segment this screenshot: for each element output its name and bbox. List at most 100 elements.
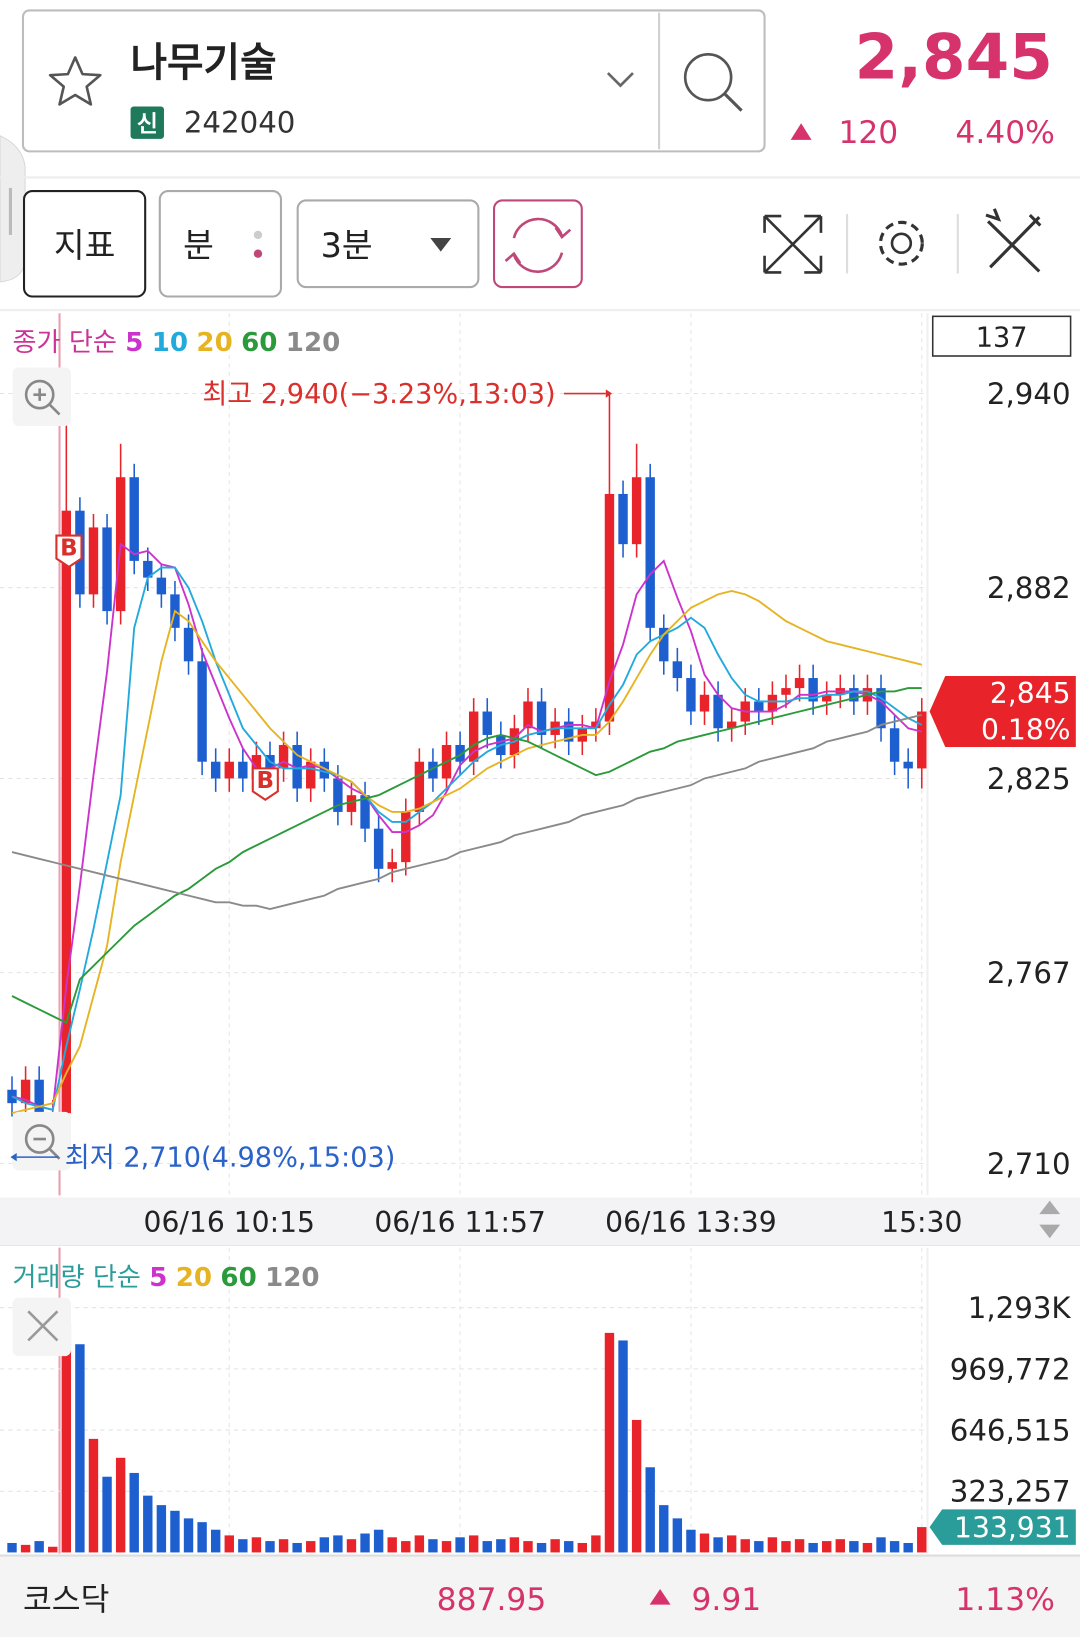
up-arrow	[790, 123, 812, 140]
up-arrow	[649, 1588, 671, 1605]
volume-bar	[618, 1340, 628, 1553]
candle-body	[360, 795, 370, 829]
volume-bar	[903, 1542, 913, 1553]
candle-body	[686, 678, 696, 712]
volume-bar	[631, 1419, 642, 1553]
volume-bar	[48, 1546, 58, 1553]
arrow-head	[10, 1152, 17, 1162]
badge-text: 신	[137, 112, 158, 138]
minute-button[interactable]	[158, 190, 283, 298]
indicator-label: 지표	[54, 226, 115, 265]
candle-body	[468, 711, 479, 762]
volume-bar	[740, 1539, 750, 1553]
interval-label: 3분	[321, 226, 373, 265]
candle-body	[455, 744, 465, 762]
refresh-button[interactable]	[492, 199, 583, 289]
volume-bar	[143, 1495, 153, 1553]
candle-body	[849, 688, 859, 702]
legend-item: 20	[196, 328, 232, 358]
legend-item: 120	[286, 328, 340, 358]
volume-bar	[876, 1537, 886, 1553]
volume-bar	[754, 1541, 764, 1553]
scroll-down[interactable]	[1039, 1224, 1061, 1239]
volume-bar	[536, 1542, 547, 1553]
search-box[interactable]	[21, 9, 766, 153]
minute-label: 분	[183, 226, 214, 265]
expand-icon[interactable]	[763, 214, 823, 274]
volume-bar	[468, 1535, 479, 1553]
volume-bar	[224, 1535, 234, 1553]
volume-bar	[346, 1539, 357, 1553]
refresh-icon	[512, 217, 564, 273]
interval-select[interactable]	[296, 199, 480, 289]
volume-bar	[170, 1510, 180, 1553]
candle-body	[210, 761, 221, 779]
y-tick-label: 323,257	[950, 1475, 1071, 1509]
volume-bar	[20, 1544, 31, 1553]
stock-name: 나무기술	[131, 40, 277, 86]
price-change: 120	[838, 115, 898, 151]
ma-line	[11, 542, 922, 1111]
refresh-arrow	[504, 251, 522, 264]
candle-body	[20, 1079, 31, 1104]
gear-icon[interactable]	[878, 220, 924, 266]
candle-body	[917, 711, 927, 769]
volume-bar	[34, 1541, 44, 1553]
badge	[130, 106, 164, 139]
y-tick-label: 2,882	[987, 571, 1071, 605]
volume-bar	[659, 1505, 669, 1553]
candle-body	[604, 493, 615, 722]
dot	[253, 230, 263, 240]
dropdown-icon[interactable]	[606, 72, 634, 88]
candle-body	[373, 828, 384, 869]
volume-bar	[75, 1344, 85, 1553]
candle-body	[278, 744, 289, 769]
star-icon[interactable]	[48, 56, 102, 106]
tools-icon[interactable]	[985, 208, 1042, 273]
price-tag-label: 2,845	[990, 677, 1071, 710]
y-tick-label: 1,293K	[968, 1291, 1072, 1325]
zoom-in[interactable]	[12, 367, 72, 426]
volume-bar	[102, 1476, 112, 1553]
candle-body	[197, 661, 207, 762]
high-annotation: 최고 2,940(−3.23%,13:03)	[202, 379, 555, 410]
volume-bar	[889, 1541, 900, 1553]
footer	[0, 1555, 1080, 1637]
price: 2,845	[855, 20, 1053, 93]
candle-body	[767, 694, 778, 712]
buy-marker	[55, 534, 83, 569]
candle-body	[319, 761, 330, 779]
x-tick-label: 15:30	[881, 1206, 962, 1239]
volume-bar	[604, 1332, 615, 1553]
volume-bar	[360, 1533, 370, 1553]
volume-bar	[822, 1541, 832, 1553]
candle-body	[754, 701, 764, 712]
volume-bar	[455, 1537, 465, 1553]
candle-body	[631, 477, 642, 545]
candle-body	[822, 694, 832, 702]
legend-item: 20	[176, 1263, 212, 1293]
search-icon[interactable]	[683, 52, 733, 102]
candle-body	[143, 560, 153, 578]
candle-body	[482, 711, 492, 735]
ma-line	[11, 590, 922, 1115]
volume-bar	[183, 1518, 194, 1553]
volume-bar	[699, 1533, 710, 1553]
volume-bar	[482, 1541, 492, 1553]
candle-body	[346, 795, 357, 812]
volume-bar	[428, 1539, 438, 1553]
volume-bar	[61, 1324, 72, 1553]
index-pct: 1.13%	[955, 1582, 1055, 1618]
side-tab	[0, 135, 26, 283]
scroll-up[interactable]	[1039, 1200, 1061, 1215]
volume-bar	[333, 1535, 343, 1553]
volume-bar	[238, 1539, 248, 1553]
volume-bar	[496, 1539, 506, 1553]
index-value: 887.95	[437, 1582, 547, 1618]
candle-body	[672, 661, 683, 679]
indicator-button[interactable]	[22, 190, 147, 298]
candle-body	[387, 862, 397, 869]
zoom-out[interactable]	[12, 1111, 72, 1171]
volume-tag-label: 133,931	[954, 1512, 1071, 1545]
